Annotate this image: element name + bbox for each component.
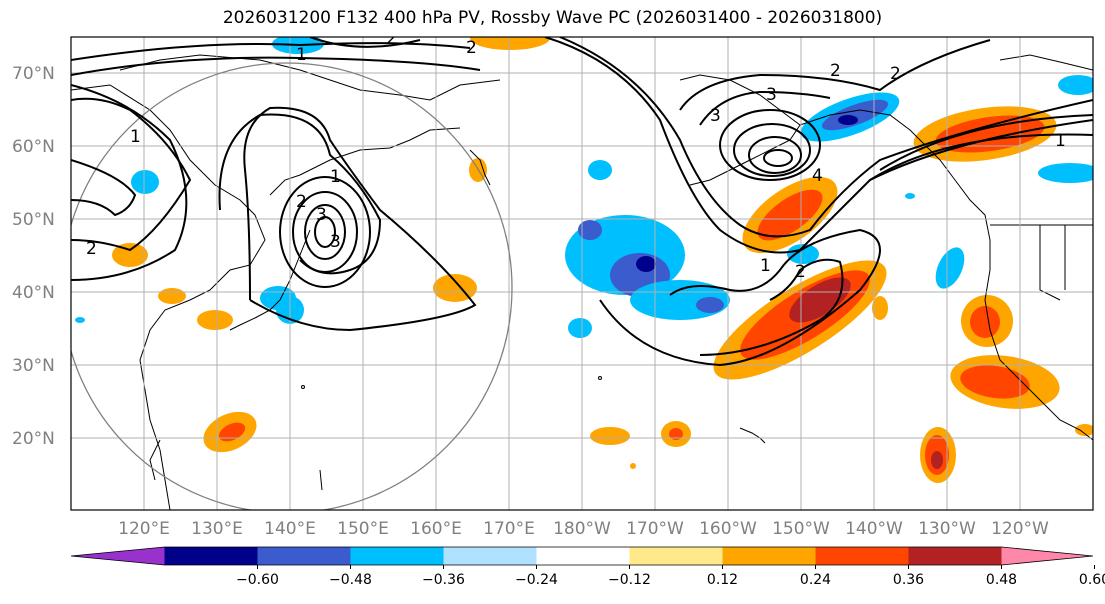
latitude-labels: 70°N 60°N 50°N 40°N 30°N 20°N bbox=[12, 64, 55, 449]
lon-label: 160°W bbox=[699, 519, 757, 539]
map-title: 2026031200 F132 400 hPa PV, Rossby Wave … bbox=[222, 8, 883, 28]
contour-label: 1 bbox=[1055, 131, 1066, 151]
colorbar-tick-label: 0.12 bbox=[707, 572, 738, 588]
lon-label: 150°W bbox=[772, 519, 830, 539]
lat-label: 20°N bbox=[12, 429, 55, 449]
contour-label: 2 bbox=[890, 64, 901, 84]
contour-label: 2 bbox=[466, 38, 477, 58]
lon-label: 130°E bbox=[191, 519, 243, 539]
colorbar-segment bbox=[815, 547, 909, 565]
colorbar-tick-label: 0.48 bbox=[986, 572, 1017, 588]
contour-value-labels: 2 1 2 2 2 3 3 1 1 2 3 3 4 2 1 1 2 bbox=[86, 29, 1066, 282]
colorbar-tick-label: 0.36 bbox=[893, 572, 924, 588]
colorbar-outline bbox=[70, 546, 1094, 566]
contour-label: 1 bbox=[296, 45, 307, 65]
colorbar-tick-label: −0.48 bbox=[329, 572, 372, 588]
colorbar-tick-label: −0.24 bbox=[515, 572, 558, 588]
gridlines bbox=[71, 37, 1093, 510]
contour-label: 1 bbox=[760, 256, 771, 276]
colorbar-segment bbox=[722, 547, 816, 565]
colorbar-extend-high bbox=[1001, 547, 1093, 565]
colorbar-segment bbox=[443, 547, 537, 565]
colorbar-segment bbox=[908, 547, 1002, 565]
lat-label: 60°N bbox=[12, 137, 55, 157]
plot-border bbox=[70, 36, 1094, 511]
contour-label: 2 bbox=[296, 192, 307, 212]
range-circle bbox=[71, 62, 513, 510]
colorbar-tick-label: −0.60 bbox=[236, 572, 279, 588]
lon-label: 120°E bbox=[118, 519, 170, 539]
colorbar-tick-label: 0.24 bbox=[800, 572, 831, 588]
lon-label: 130°W bbox=[918, 519, 976, 539]
contour-label: 3 bbox=[710, 106, 721, 126]
lon-label: 170°E bbox=[483, 519, 535, 539]
colorbar-tick-label: −0.36 bbox=[422, 572, 465, 588]
contour-label: 4 bbox=[812, 166, 823, 186]
lon-label: 160°E bbox=[410, 519, 462, 539]
contour-label: 2 bbox=[86, 239, 97, 259]
contour-label: 2 bbox=[386, 29, 397, 49]
lon-label: 170°W bbox=[626, 519, 684, 539]
lat-label: 70°N bbox=[12, 64, 55, 84]
islands bbox=[301, 376, 766, 491]
lon-label: 140°W bbox=[845, 519, 903, 539]
colorbar-extend-low bbox=[71, 547, 165, 565]
contour-label: 1 bbox=[130, 127, 141, 147]
longitude-labels: 120°E 130°E 140°E 150°E 160°E 170°E 180°… bbox=[118, 519, 1049, 539]
lat-label: 40°N bbox=[12, 283, 55, 303]
colorbar: −0.60 −0.48 −0.36 −0.24 −0.12 0.12 0.24 0.36 0.4… bbox=[70, 546, 1105, 588]
lon-label: 120°W bbox=[991, 519, 1049, 539]
contour-label: 3 bbox=[766, 85, 777, 105]
colorbar-segment bbox=[536, 547, 630, 565]
lat-label: 30°N bbox=[12, 356, 55, 376]
contour-label: 2 bbox=[795, 262, 806, 282]
lat-label: 50°N bbox=[12, 210, 55, 230]
pv-contours bbox=[71, 37, 1093, 367]
colorbar-segment bbox=[164, 547, 258, 565]
lon-label: 140°E bbox=[264, 519, 316, 539]
lon-label: 150°E bbox=[337, 519, 389, 539]
colorbar-segment bbox=[629, 547, 723, 565]
colorbar-tick-label: 0.60 bbox=[1079, 572, 1105, 588]
lon-label: 180°W bbox=[553, 519, 611, 539]
contour-label: 2 bbox=[830, 61, 841, 81]
contour-label: 3 bbox=[330, 232, 341, 252]
contour-label: 1 bbox=[330, 167, 341, 187]
colorbar-tick-label: −0.12 bbox=[608, 572, 651, 588]
colorbar-segment bbox=[350, 547, 444, 565]
contour-label: 3 bbox=[316, 205, 327, 225]
colorbar-segment bbox=[257, 547, 351, 565]
